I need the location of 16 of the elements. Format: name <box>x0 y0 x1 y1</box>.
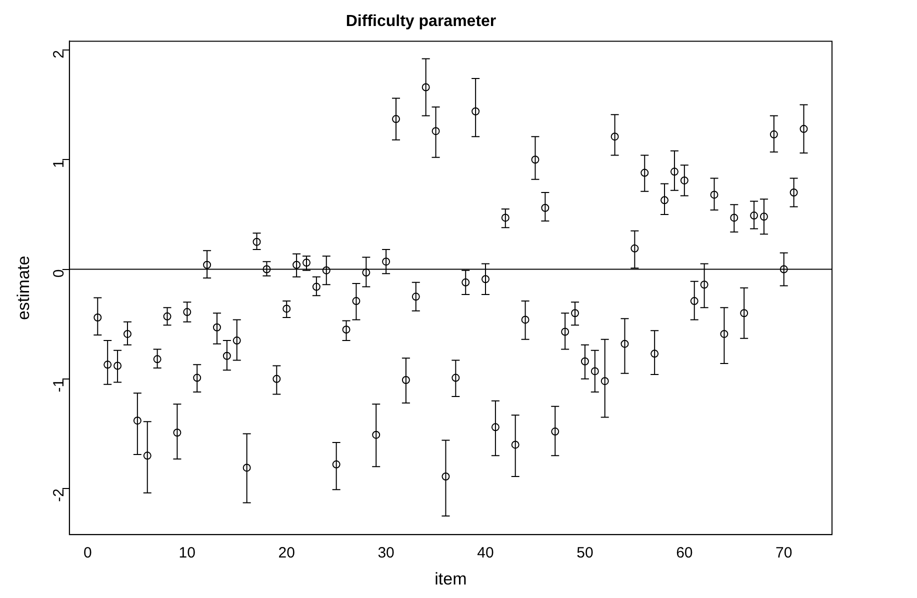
x-tick-label: 10 <box>178 544 196 562</box>
y-tick-label: 1 <box>50 160 68 168</box>
x-tick-label: 40 <box>477 544 494 562</box>
x-axis-title: item <box>434 569 467 588</box>
x-tick-label: 0 <box>84 544 92 562</box>
x-tick-label: 70 <box>776 544 792 562</box>
x-tick-label: 60 <box>676 544 693 562</box>
y-tick-label: 0 <box>50 269 68 278</box>
x-tick-label: 30 <box>378 544 394 562</box>
x-tick-label: 50 <box>576 544 594 562</box>
y-axis-title: estimate <box>14 256 33 320</box>
y-tick-label: 2 <box>50 50 68 58</box>
x-tick-label: 20 <box>278 544 295 562</box>
y-tick-label: -2 <box>50 488 68 502</box>
y-tick-label: -1 <box>50 378 68 392</box>
chart-title: Difficulty parameter <box>346 13 496 30</box>
